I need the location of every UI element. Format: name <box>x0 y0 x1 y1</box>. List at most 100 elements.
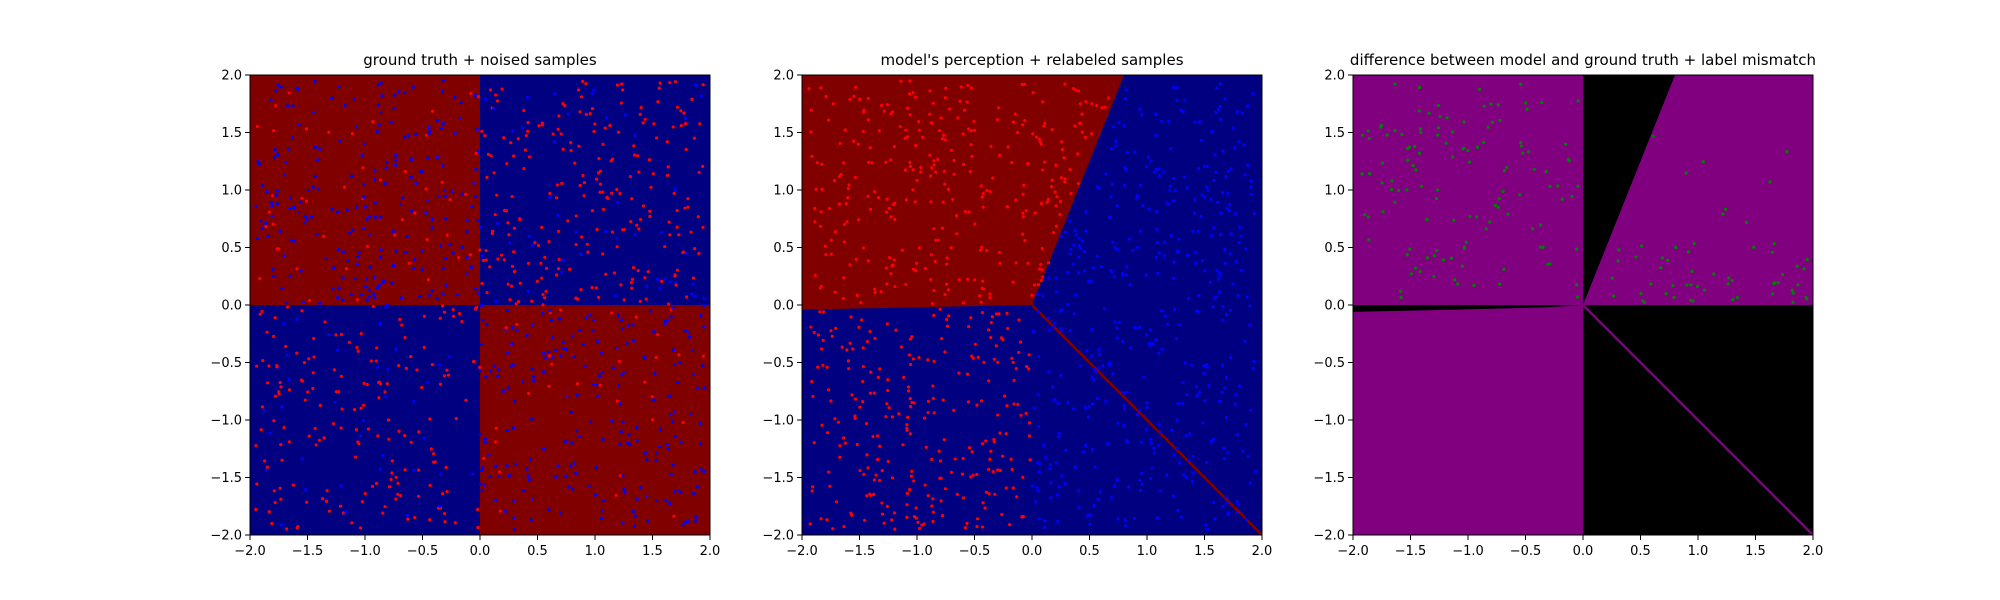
relabeled-point <box>1187 458 1191 462</box>
relabeled-point <box>1063 82 1067 86</box>
sample-point <box>473 93 477 97</box>
relabeled-point <box>877 129 881 133</box>
y-tick-label: 1.0 <box>221 184 242 199</box>
y-tick-label: −0.5 <box>210 356 242 371</box>
sample-point <box>307 298 312 303</box>
sample-point <box>479 468 484 473</box>
relabeled-point <box>946 187 951 191</box>
sample-point <box>255 364 259 368</box>
relabeled-point <box>816 333 821 337</box>
sample-point <box>254 507 258 512</box>
relabeled-point <box>975 472 979 477</box>
sample-point <box>378 321 382 326</box>
relabeled-point <box>1021 211 1025 215</box>
region-red-diagonal <box>1031 304 1262 535</box>
relabeled-point <box>1149 437 1153 441</box>
relabeled-point <box>1150 466 1154 471</box>
relabeled-point <box>1226 169 1230 173</box>
x-tick-label: −1.0 <box>1452 544 1484 559</box>
relabeled-point <box>943 293 947 297</box>
relabeled-point <box>1111 240 1115 244</box>
relabeled-point <box>854 257 858 261</box>
sample-point <box>698 467 703 471</box>
sample-point <box>379 110 383 115</box>
sample-point <box>271 222 275 226</box>
sample-point <box>514 462 518 466</box>
relabeled-point <box>1071 262 1075 266</box>
relabeled-point <box>1169 146 1173 151</box>
sample-point <box>358 434 363 438</box>
relabeled-point <box>1088 513 1092 517</box>
sample-point <box>318 147 322 151</box>
relabeled-point <box>836 420 841 424</box>
relabeled-point <box>1080 239 1084 243</box>
sample-point <box>526 289 531 293</box>
relabeled-point <box>1054 290 1059 294</box>
relabeled-point <box>898 125 902 129</box>
relabeled-point <box>1073 124 1077 128</box>
relabeled-point <box>830 334 834 338</box>
relabeled-point <box>1024 209 1028 213</box>
sample-point <box>584 112 588 116</box>
sample-point <box>645 494 649 498</box>
mismatch-point <box>1506 212 1510 216</box>
sample-point <box>316 187 320 191</box>
sample-point <box>330 96 334 100</box>
relabeled-point <box>909 474 914 478</box>
relabeled-point <box>825 431 830 435</box>
relabeled-point <box>1196 229 1200 233</box>
sample-point <box>287 91 291 95</box>
relabeled-point <box>1215 269 1219 273</box>
sample-point <box>495 193 499 197</box>
relabeled-point <box>1197 293 1201 297</box>
sample-point <box>516 299 521 304</box>
relabeled-point <box>1043 519 1047 523</box>
relabeled-point <box>1172 453 1176 457</box>
sample-point <box>492 171 496 175</box>
sample-point <box>365 217 369 221</box>
mismatch-point <box>1393 200 1397 204</box>
relabeled-point <box>1063 481 1067 486</box>
sample-point <box>403 468 407 472</box>
sample-point <box>377 380 381 384</box>
mismatch-point <box>1664 292 1668 296</box>
sample-point <box>368 265 372 269</box>
relabeled-point <box>1152 170 1156 174</box>
relabeled-point <box>985 188 989 193</box>
relabeled-point <box>996 413 1000 417</box>
relabeled-point <box>1037 517 1042 521</box>
relabeled-point <box>981 205 985 209</box>
relabeled-point <box>913 95 917 99</box>
relabeled-point <box>1037 354 1041 359</box>
sample-point <box>350 174 354 178</box>
relabeled-point <box>1027 367 1031 371</box>
sample-point <box>482 456 486 460</box>
relabeled-point <box>949 470 954 474</box>
sample-point <box>373 296 377 300</box>
sample-point <box>274 104 278 108</box>
sample-point <box>411 85 415 89</box>
sample-point <box>505 351 510 355</box>
sample-point <box>480 488 484 492</box>
relabeled-point <box>819 86 823 90</box>
relabeled-point <box>1236 503 1240 507</box>
relabeled-point <box>996 468 1000 472</box>
relabeled-point <box>1021 215 1025 219</box>
relabeled-point <box>1012 402 1016 406</box>
sample-point <box>544 266 549 270</box>
sample-point <box>572 355 576 359</box>
sample-point <box>507 233 511 237</box>
relabeled-point <box>905 423 909 427</box>
relabeled-point <box>1068 167 1072 172</box>
sample-point <box>348 231 352 235</box>
sample-point <box>673 187 677 191</box>
x-tick-label: −1.5 <box>1395 544 1427 559</box>
relabeled-point <box>987 492 991 496</box>
relabeled-point <box>885 210 889 214</box>
relabeled-point <box>1073 293 1078 297</box>
relabeled-point <box>876 195 881 200</box>
relabeled-point <box>842 276 846 280</box>
mismatch-point <box>1686 250 1690 254</box>
mismatch-point <box>1501 189 1505 194</box>
sample-point <box>663 277 667 281</box>
